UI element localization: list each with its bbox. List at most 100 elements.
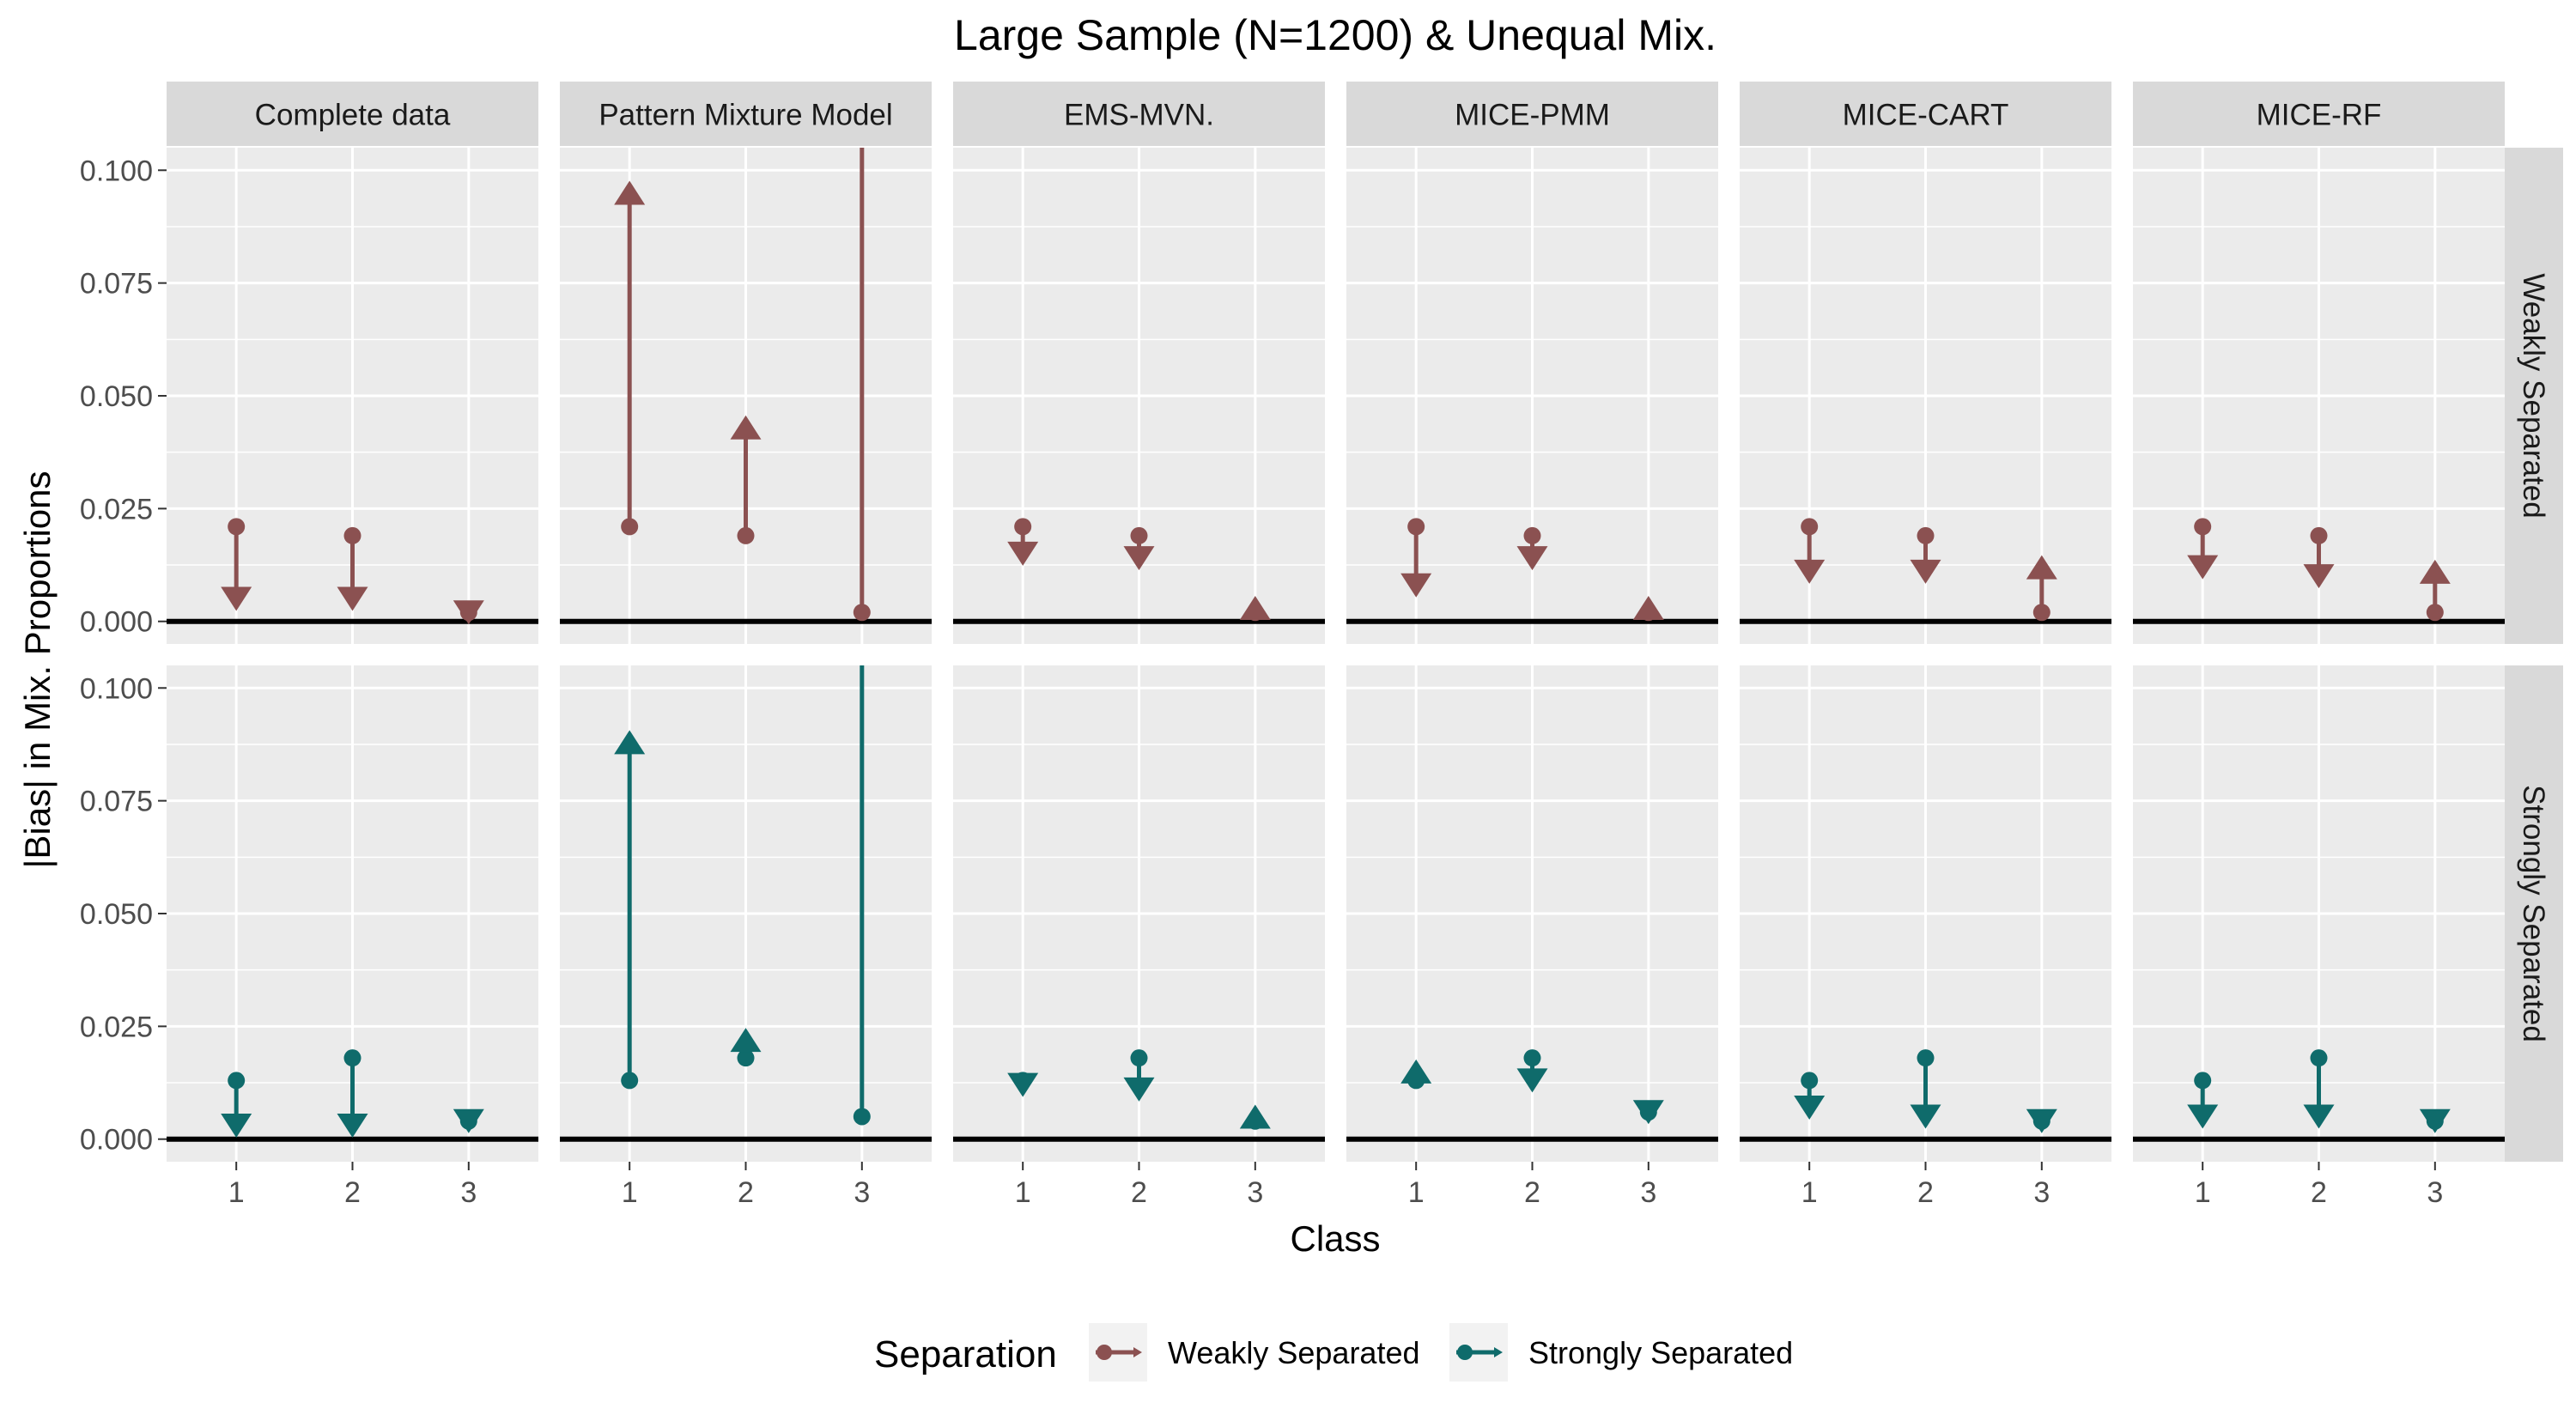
row-strip-label: Weakly Separated bbox=[2517, 273, 2550, 518]
column-strip-label: MICE-RF bbox=[2257, 99, 2382, 132]
panel bbox=[953, 148, 1325, 644]
column-strip-label: Complete data bbox=[255, 99, 451, 132]
start-point bbox=[1130, 526, 1148, 544]
y-tick-label: 0.100 bbox=[80, 672, 153, 705]
start-point bbox=[1917, 1049, 1935, 1067]
arrow-head-down bbox=[1123, 1077, 1155, 1102]
x-tick-label: 1 bbox=[1801, 1176, 1818, 1209]
arrow-head-down bbox=[2303, 1104, 2335, 1129]
column-strip bbox=[167, 82, 538, 146]
row-strip bbox=[2505, 665, 2563, 1162]
y-tick-label: 0.000 bbox=[80, 1124, 153, 1157]
x-tick-label: 3 bbox=[1247, 1176, 1263, 1209]
column-strip-label: MICE-CART bbox=[1843, 99, 2009, 132]
x-tick-label: 2 bbox=[1524, 1176, 1540, 1209]
legend: Separation Weakly Separated Strongly Sepa… bbox=[874, 1323, 1793, 1382]
start-point bbox=[2194, 518, 2212, 536]
arrow-head-up bbox=[614, 180, 646, 205]
x-tick-label: 1 bbox=[622, 1176, 638, 1209]
panel bbox=[2133, 148, 2505, 644]
arrow-head-up bbox=[2026, 555, 2057, 580]
start-point bbox=[1801, 518, 1819, 536]
arrow-head-down bbox=[1007, 1072, 1039, 1097]
y-tick-label: 0.050 bbox=[80, 898, 153, 931]
y-tick-label: 0.075 bbox=[80, 786, 153, 818]
arrow-head-down bbox=[337, 586, 368, 611]
row-strip bbox=[2505, 148, 2563, 644]
arrow-head-down bbox=[1632, 1100, 1664, 1125]
start-point bbox=[853, 604, 871, 622]
start-point bbox=[2194, 1072, 2212, 1090]
arrow-head-down bbox=[453, 600, 484, 625]
y-axis-label: |Bias| in Mix. Proportions bbox=[17, 471, 58, 869]
x-tick-label: 2 bbox=[344, 1176, 361, 1209]
arrow-head-up bbox=[1239, 1104, 1271, 1129]
x-tick-label: 2 bbox=[1917, 1176, 1934, 1209]
arrow-head-down bbox=[221, 1113, 252, 1138]
arrow-head-down bbox=[1007, 541, 1039, 566]
column-strip-label: MICE-PMM bbox=[1455, 99, 1610, 132]
y-tick-label: 0.000 bbox=[80, 606, 153, 639]
legend-key-arrow bbox=[1494, 1347, 1503, 1357]
legend-title: Separation bbox=[874, 1333, 1057, 1375]
panel bbox=[560, 148, 932, 644]
chart-title: Large Sample (N=1200) & Unequal Mix. bbox=[954, 11, 1716, 59]
y-tick-label: 0.025 bbox=[80, 493, 153, 525]
x-tick-label: 1 bbox=[2195, 1176, 2211, 1209]
x-tick-label: 3 bbox=[854, 1176, 870, 1209]
start-point bbox=[343, 1049, 361, 1067]
arrow-head-up bbox=[2419, 559, 2451, 584]
x-tick-label: 2 bbox=[1131, 1176, 1147, 1209]
x-tick-label: 1 bbox=[1015, 1176, 1031, 1209]
start-point bbox=[1130, 1049, 1148, 1067]
column-strip-label: EMS-MVN. bbox=[1064, 99, 1214, 132]
panel bbox=[167, 665, 538, 1162]
column-strip bbox=[953, 82, 1325, 146]
panel bbox=[167, 148, 538, 644]
x-tick-label: 3 bbox=[1640, 1176, 1656, 1209]
arrow-head-down bbox=[337, 1113, 368, 1138]
x-tick-label: 1 bbox=[228, 1176, 245, 1209]
y-tick-label: 0.025 bbox=[80, 1011, 153, 1043]
y-tick-label: 0.075 bbox=[80, 268, 153, 301]
arrow-head-down bbox=[1910, 559, 1941, 584]
arrow-head-down bbox=[1794, 1095, 1826, 1120]
x-tick-label: 1 bbox=[1408, 1176, 1425, 1209]
arrow-head-down bbox=[1123, 546, 1155, 571]
x-tick-label: 3 bbox=[2427, 1176, 2443, 1209]
arrow-head-down bbox=[453, 1108, 484, 1133]
column-strip-label: Pattern Mixture Model bbox=[598, 99, 892, 132]
start-point bbox=[228, 518, 246, 536]
x-axis-label: Class bbox=[1290, 1218, 1380, 1259]
start-point bbox=[2426, 604, 2444, 622]
start-point bbox=[1014, 518, 1032, 536]
arrow-head-down bbox=[2187, 555, 2219, 580]
start-point bbox=[2310, 526, 2328, 544]
start-point bbox=[228, 1072, 246, 1090]
start-point bbox=[343, 526, 361, 544]
start-point bbox=[737, 526, 755, 544]
x-tick-label: 3 bbox=[2033, 1176, 2050, 1209]
arrow-head-down bbox=[1794, 559, 1826, 584]
panel bbox=[1740, 665, 2111, 1162]
start-point bbox=[621, 518, 639, 536]
x-tick-label: 3 bbox=[460, 1176, 477, 1209]
panel bbox=[1740, 148, 2111, 644]
panel bbox=[560, 665, 932, 1162]
arrow-head-down bbox=[2303, 564, 2335, 589]
start-point bbox=[1523, 1049, 1541, 1067]
row-strip-label: Strongly Separated bbox=[2517, 785, 2550, 1042]
start-point bbox=[2032, 604, 2050, 622]
arrow-head-down bbox=[1400, 573, 1432, 598]
panel bbox=[2133, 665, 2505, 1162]
start-point bbox=[1801, 1072, 1819, 1090]
arrow-head-up bbox=[730, 1028, 762, 1053]
column-strip bbox=[1346, 82, 1718, 146]
column-strip bbox=[2133, 82, 2505, 146]
legend-key-arrow bbox=[1133, 1347, 1142, 1357]
y-tick-label: 0.050 bbox=[80, 380, 153, 413]
start-point bbox=[737, 1049, 755, 1067]
legend-label: Weakly Separated bbox=[1168, 1335, 1420, 1370]
arrow-head-down bbox=[221, 586, 252, 611]
